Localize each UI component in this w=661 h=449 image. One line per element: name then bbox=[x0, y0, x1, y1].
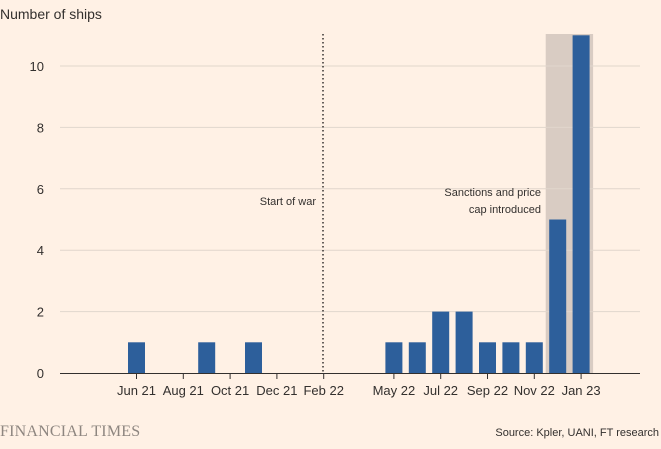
source-note: Source: Kpler, UANI, FT research bbox=[495, 427, 659, 439]
y-tick-label: 6 bbox=[37, 182, 44, 197]
bar-oct-22 bbox=[502, 342, 520, 373]
bar-chart: Number of ships 0 2 4 6 8 10 Start of war San… bbox=[0, 6, 640, 398]
bar-jun-22 bbox=[408, 342, 426, 373]
bar-sep-22 bbox=[479, 342, 496, 373]
bar-nov-21 bbox=[245, 342, 262, 373]
bar-aug-22 bbox=[455, 311, 473, 373]
bar-nov-22 bbox=[525, 342, 543, 373]
y-tick-label: 8 bbox=[37, 120, 44, 135]
bar-jan-23 bbox=[572, 35, 590, 374]
x-tick-label: Jun 21 bbox=[117, 383, 156, 398]
x-tick-label: Nov 22 bbox=[514, 383, 555, 398]
ft-logo: FINANCIAL TIMES bbox=[0, 423, 141, 440]
sanctions-annotation-line2: cap introduced bbox=[469, 204, 541, 216]
x-tick-label: Jan 23 bbox=[562, 383, 601, 398]
bar-jul-22 bbox=[432, 311, 450, 373]
x-tick-label: Sep 22 bbox=[467, 383, 508, 398]
sanctions-annotation-line1: Sanctions and price bbox=[444, 187, 541, 199]
bar-sep-21 bbox=[198, 342, 216, 373]
bar-dec-22 bbox=[549, 219, 567, 373]
war-annotation: Start of war bbox=[260, 196, 317, 208]
x-tick-label: Oct 21 bbox=[211, 383, 249, 398]
x-tick-label: Jul 22 bbox=[423, 383, 458, 398]
bar-jun-21 bbox=[128, 342, 145, 373]
x-tick-label: May 22 bbox=[373, 383, 416, 398]
y-tick-label: 2 bbox=[37, 305, 44, 320]
y-tick-label: 4 bbox=[37, 243, 44, 258]
x-tick-label: Aug 21 bbox=[163, 383, 204, 398]
x-tick-label: Dec 21 bbox=[256, 383, 297, 398]
y-tick-label: 0 bbox=[37, 366, 44, 381]
bar-may-22 bbox=[385, 342, 403, 373]
y-tick-label: 10 bbox=[30, 59, 44, 74]
y-axis-title: Number of ships bbox=[0, 6, 102, 22]
x-tick-label: Feb 22 bbox=[303, 383, 343, 398]
